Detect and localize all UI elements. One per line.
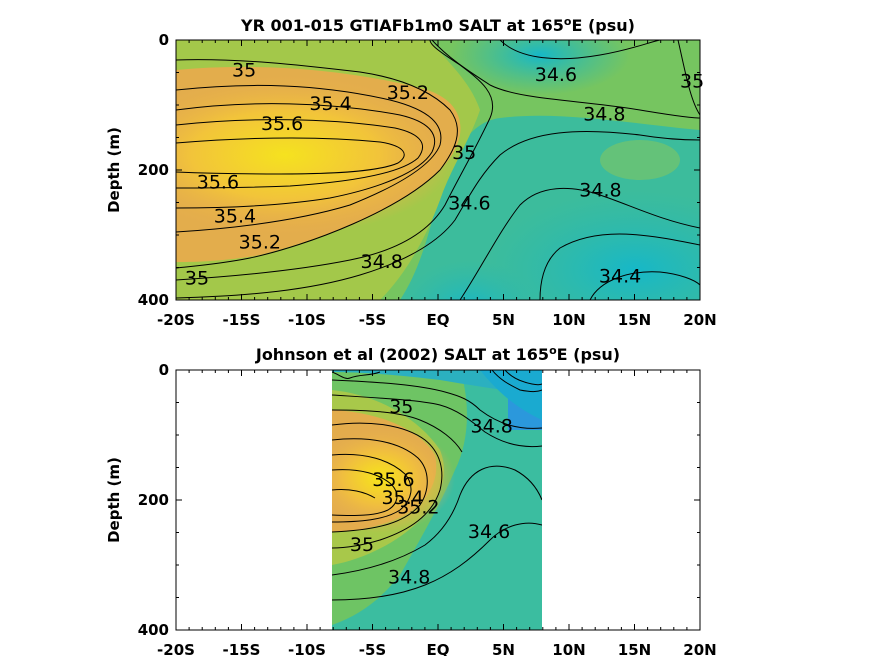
top-contour-fill	[176, 40, 700, 300]
bottom-x-tick-label: -15S	[223, 641, 261, 656]
top-contour-label: 34.4	[599, 265, 641, 287]
bottom-x-tick-label: EQ	[427, 641, 450, 656]
bottom-y-tick-label: 0	[159, 361, 169, 379]
top-contour-label: 35.2	[239, 232, 281, 254]
top-contour-label: 34.8	[583, 103, 625, 125]
bottom-x-tick-label: 5N	[492, 641, 515, 656]
top-y-tick-label: 200	[138, 161, 169, 179]
top-x-tick-label: 20N	[683, 311, 716, 329]
bottom-x-tick-label: 10N	[552, 641, 585, 656]
top-contour-label: 35	[452, 142, 476, 164]
bottom-contour-label: 35	[350, 534, 374, 556]
top-x-tick-label: EQ	[427, 311, 450, 329]
top-x-tick-label: 5N	[492, 311, 515, 329]
top-x-tick-label: -20S	[157, 311, 195, 329]
bottom-x-tick-label: -20S	[157, 641, 195, 656]
top-x-tick-label: -10S	[288, 311, 326, 329]
bottom-x-tick-label: 20N	[683, 641, 716, 656]
top-contour-label: 35	[185, 267, 209, 289]
top-y-tick-labels: 0 200 400	[138, 31, 169, 309]
bottom-x-tick-label: 15N	[618, 641, 651, 656]
bottom-y-tick-label: 400	[138, 621, 169, 639]
top-contour-label: 34.8	[579, 180, 621, 202]
bottom-contour-label: 34.8	[388, 567, 430, 589]
top-x-tick-label: 15N	[618, 311, 651, 329]
top-panel: YR 001-015 GTIAFb1m0 SALT at 165oE (psu)	[105, 15, 717, 329]
bottom-x-tick-labels: -20S -15S -10S -5S EQ 5N 10N 15N 20N	[157, 641, 717, 659]
bottom-x-tick-label: -5S	[359, 641, 386, 656]
top-tick-marks	[175, 39, 701, 301]
bottom-panel: Johnson et al (2002) SALT at 165oE (psu)	[105, 344, 717, 659]
top-contour-lines	[176, 40, 700, 300]
top-y-tick-label: 0	[159, 31, 169, 49]
top-contour-label: 35.6	[197, 172, 239, 194]
bottom-y-tick-labels: 0 200 400	[138, 361, 169, 639]
top-contour-label: 35.4	[214, 206, 256, 228]
top-title: YR 001-015 GTIAFb1m0 SALT at 165oE (psu)	[240, 15, 635, 35]
bottom-contour-label: 34.6	[468, 521, 510, 543]
top-contour-labels: 35 35.2 35.4 35.6 34.6 34.8 35 35 35.6 34.8 34.6 35…	[185, 59, 704, 289]
top-contour-label: 35.4	[309, 93, 351, 115]
bottom-contour-lines	[332, 370, 542, 601]
bottom-title: Johnson et al (2002) SALT at 165oE (psu)	[255, 344, 620, 364]
top-contour-label: 35	[232, 59, 256, 81]
bottom-contour-labels: 35 34.8 35.635.435.2 34.6 35 34.8	[350, 396, 513, 589]
bottom-contour-label: 35	[389, 396, 413, 418]
bottom-contour-label: 35.6	[372, 469, 414, 491]
top-y-axis-label: Depth (m)	[105, 127, 123, 213]
top-contour-label: 34.8	[361, 251, 403, 273]
bottom-contour-label: 35.4	[381, 487, 423, 509]
bottom-contour-label: 34.8	[471, 415, 513, 437]
top-contour-label: 34.6	[448, 193, 490, 215]
top-x-tick-label: 10N	[552, 311, 585, 329]
top-x-tick-label: -15S	[223, 311, 261, 329]
top-contour-label: 35.6	[261, 113, 303, 135]
top-contour-label: 35.2	[387, 82, 429, 104]
top-x-tick-label: -5S	[359, 311, 386, 329]
top-x-tick-labels: -20S -15S -10S -5S EQ 5N 10N 15N 20N	[157, 311, 717, 329]
top-contour-label: 35	[680, 70, 704, 92]
bottom-y-axis-label: Depth (m)	[105, 457, 123, 543]
top-contour-label: 34.6	[535, 64, 577, 86]
bottom-tick-marks	[175, 369, 701, 631]
bottom-x-tick-label: -10S	[288, 641, 326, 656]
bottom-y-tick-label: 200	[138, 491, 169, 509]
bottom-contour-label: 35.2	[397, 497, 439, 519]
top-y-tick-label: 400	[138, 291, 169, 309]
